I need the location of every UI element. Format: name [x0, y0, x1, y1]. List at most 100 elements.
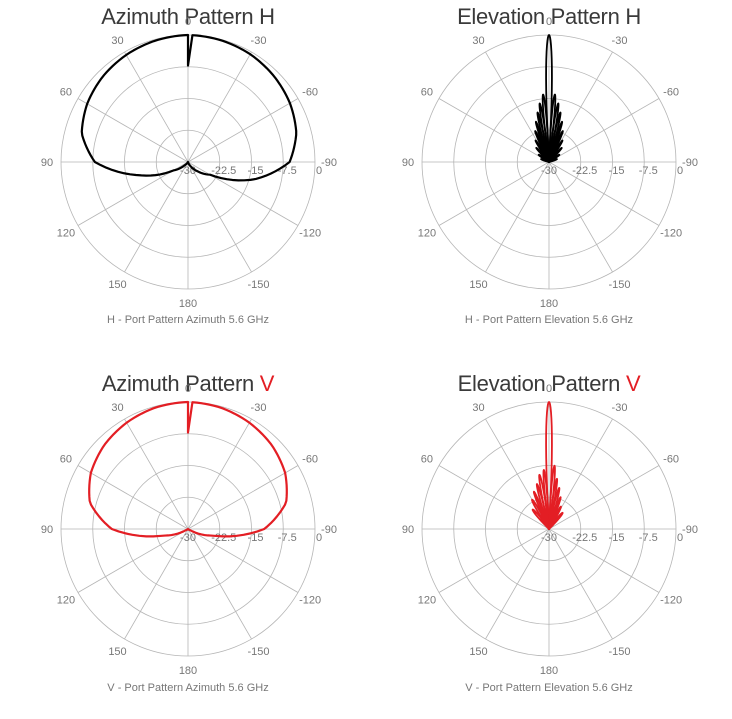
pattern-lobe — [545, 34, 553, 163]
angle-tick-label: -120 — [299, 595, 321, 607]
chart-panel-azimuth-h: Azimuth Pattern H 0 -30 -60 -90 -120 -150 180 1… — [5, 0, 371, 352]
grid-spoke — [187, 528, 299, 593]
pattern-lobe — [548, 111, 562, 163]
radial-tick-label: -30 — [541, 165, 557, 177]
radial-tick-label: -22.5 — [572, 165, 597, 177]
chart-panel-elevation-h: Elevation Pattern H 0 -30 -60 -90 -120 -150 18… — [366, 0, 732, 352]
grid-spoke — [187, 51, 252, 163]
pattern-lobe — [531, 508, 550, 530]
pattern-lobe — [545, 401, 553, 530]
angle-tick-label: -150 — [608, 279, 630, 291]
radial-tick-label: -15 — [609, 165, 625, 177]
pattern-lobe — [536, 111, 550, 163]
title-text: Elevation Pattern — [457, 371, 621, 396]
title-text: Azimuth Pattern — [101, 371, 254, 396]
pattern-lobe — [534, 130, 550, 163]
radial-tick-label: -7.5 — [278, 165, 297, 177]
radial-tick-label: -30 — [180, 532, 196, 544]
angle-tick-label: -30 — [251, 402, 267, 414]
pattern-lobe — [535, 146, 550, 163]
chart-title: Azimuth Pattern H — [5, 4, 371, 30]
radial-tick-label: -30 — [541, 532, 557, 544]
angle-tick-label: -60 — [663, 87, 679, 99]
radial-tick-label: -7.5 — [278, 532, 297, 544]
grid-spoke — [438, 465, 550, 530]
angle-tick-label: 150 — [469, 646, 487, 658]
angle-tick-label: -30 — [612, 402, 628, 414]
angle-tick-label: 180 — [179, 665, 197, 677]
radial-tick-label: 0 — [677, 165, 683, 177]
pattern-lobe — [548, 120, 564, 163]
pattern-lobe — [548, 146, 563, 163]
angle-tick-label: -30 — [251, 35, 267, 47]
chart-caption: H - Port Pattern Azimuth 5.6 GHz — [106, 314, 269, 326]
angle-tick-label: 0 — [546, 16, 552, 28]
angle-tick-label: -60 — [663, 454, 679, 466]
pattern-lobe — [542, 469, 550, 530]
angle-tick-label: 60 — [421, 454, 433, 466]
pattern-lobe — [548, 153, 561, 163]
radial-tick-label: -15 — [248, 165, 264, 177]
radial-tick-label: -22.5 — [211, 532, 236, 544]
grid-spoke — [77, 465, 189, 530]
pattern-lobe — [548, 130, 564, 163]
angle-tick-label: 60 — [421, 87, 433, 99]
title-port-letter: H — [625, 4, 641, 29]
pattern-lobe — [548, 158, 558, 163]
angle-tick-label: 90 — [41, 524, 53, 536]
angle-tick-label: 0 — [185, 383, 191, 395]
grid-spoke — [77, 98, 189, 163]
radial-tick-label: 0 — [677, 532, 683, 544]
pattern-lobe — [534, 120, 550, 163]
radial-tick-label: -22.5 — [211, 165, 236, 177]
chart-panel-azimuth-v: Azimuth Pattern V 0 -30 -60 -90 -120 -150 180 1… — [5, 367, 371, 719]
grid-spoke — [548, 161, 613, 273]
angle-tick-label: 180 — [540, 665, 558, 677]
angle-tick-label: 60 — [60, 454, 72, 466]
pattern-trace — [80, 33, 298, 182]
grid-spoke — [187, 418, 252, 530]
chart-caption: V - Port Pattern Elevation 5.6 GHz — [465, 682, 633, 694]
angle-tick-label: -90 — [682, 157, 698, 169]
pattern-lobe — [534, 139, 550, 163]
grid-spoke — [485, 161, 550, 273]
angle-tick-label: 90 — [402, 157, 414, 169]
grid-spoke — [187, 98, 299, 163]
angle-tick-label: -150 — [247, 646, 269, 658]
grid-spoke — [187, 161, 299, 226]
radial-tick-label: -15 — [248, 532, 264, 544]
grid-spoke — [438, 98, 550, 163]
grid-spoke — [548, 465, 660, 530]
angle-tick-label: -90 — [682, 524, 698, 536]
grid-spoke — [485, 418, 550, 530]
angle-tick-label: 180 — [179, 298, 197, 310]
pattern-lobe — [548, 505, 562, 530]
grid-spoke — [548, 98, 660, 163]
pattern-lobe — [531, 498, 550, 530]
title-text: Elevation Pattern — [457, 4, 620, 29]
pattern-lobe — [548, 139, 564, 163]
angle-tick-label: 150 — [108, 646, 126, 658]
angle-tick-label: 180 — [540, 298, 558, 310]
chart-title: Azimuth Pattern V — [5, 371, 371, 397]
pattern-lobe — [548, 487, 561, 530]
angle-tick-label: 30 — [111, 35, 123, 47]
title-text: Azimuth Pattern — [101, 4, 254, 29]
radial-tick-label: -7.5 — [639, 165, 658, 177]
angle-tick-label: 150 — [469, 279, 487, 291]
radial-tick-label: -15 — [609, 532, 625, 544]
angle-tick-label: 90 — [402, 524, 414, 536]
grid-spoke — [548, 528, 660, 593]
angle-tick-label: 120 — [57, 228, 75, 240]
chart-caption: H - Port Pattern Elevation 5.6 GHz — [464, 314, 634, 326]
angle-tick-label: 150 — [108, 279, 126, 291]
grid-spoke — [548, 161, 660, 226]
chart-title: Elevation Pattern H — [366, 4, 732, 30]
pattern-lobe — [548, 511, 564, 530]
radial-tick-label: -22.5 — [572, 532, 597, 544]
angle-tick-label: 0 — [546, 383, 552, 395]
pattern-lobe — [537, 153, 550, 163]
